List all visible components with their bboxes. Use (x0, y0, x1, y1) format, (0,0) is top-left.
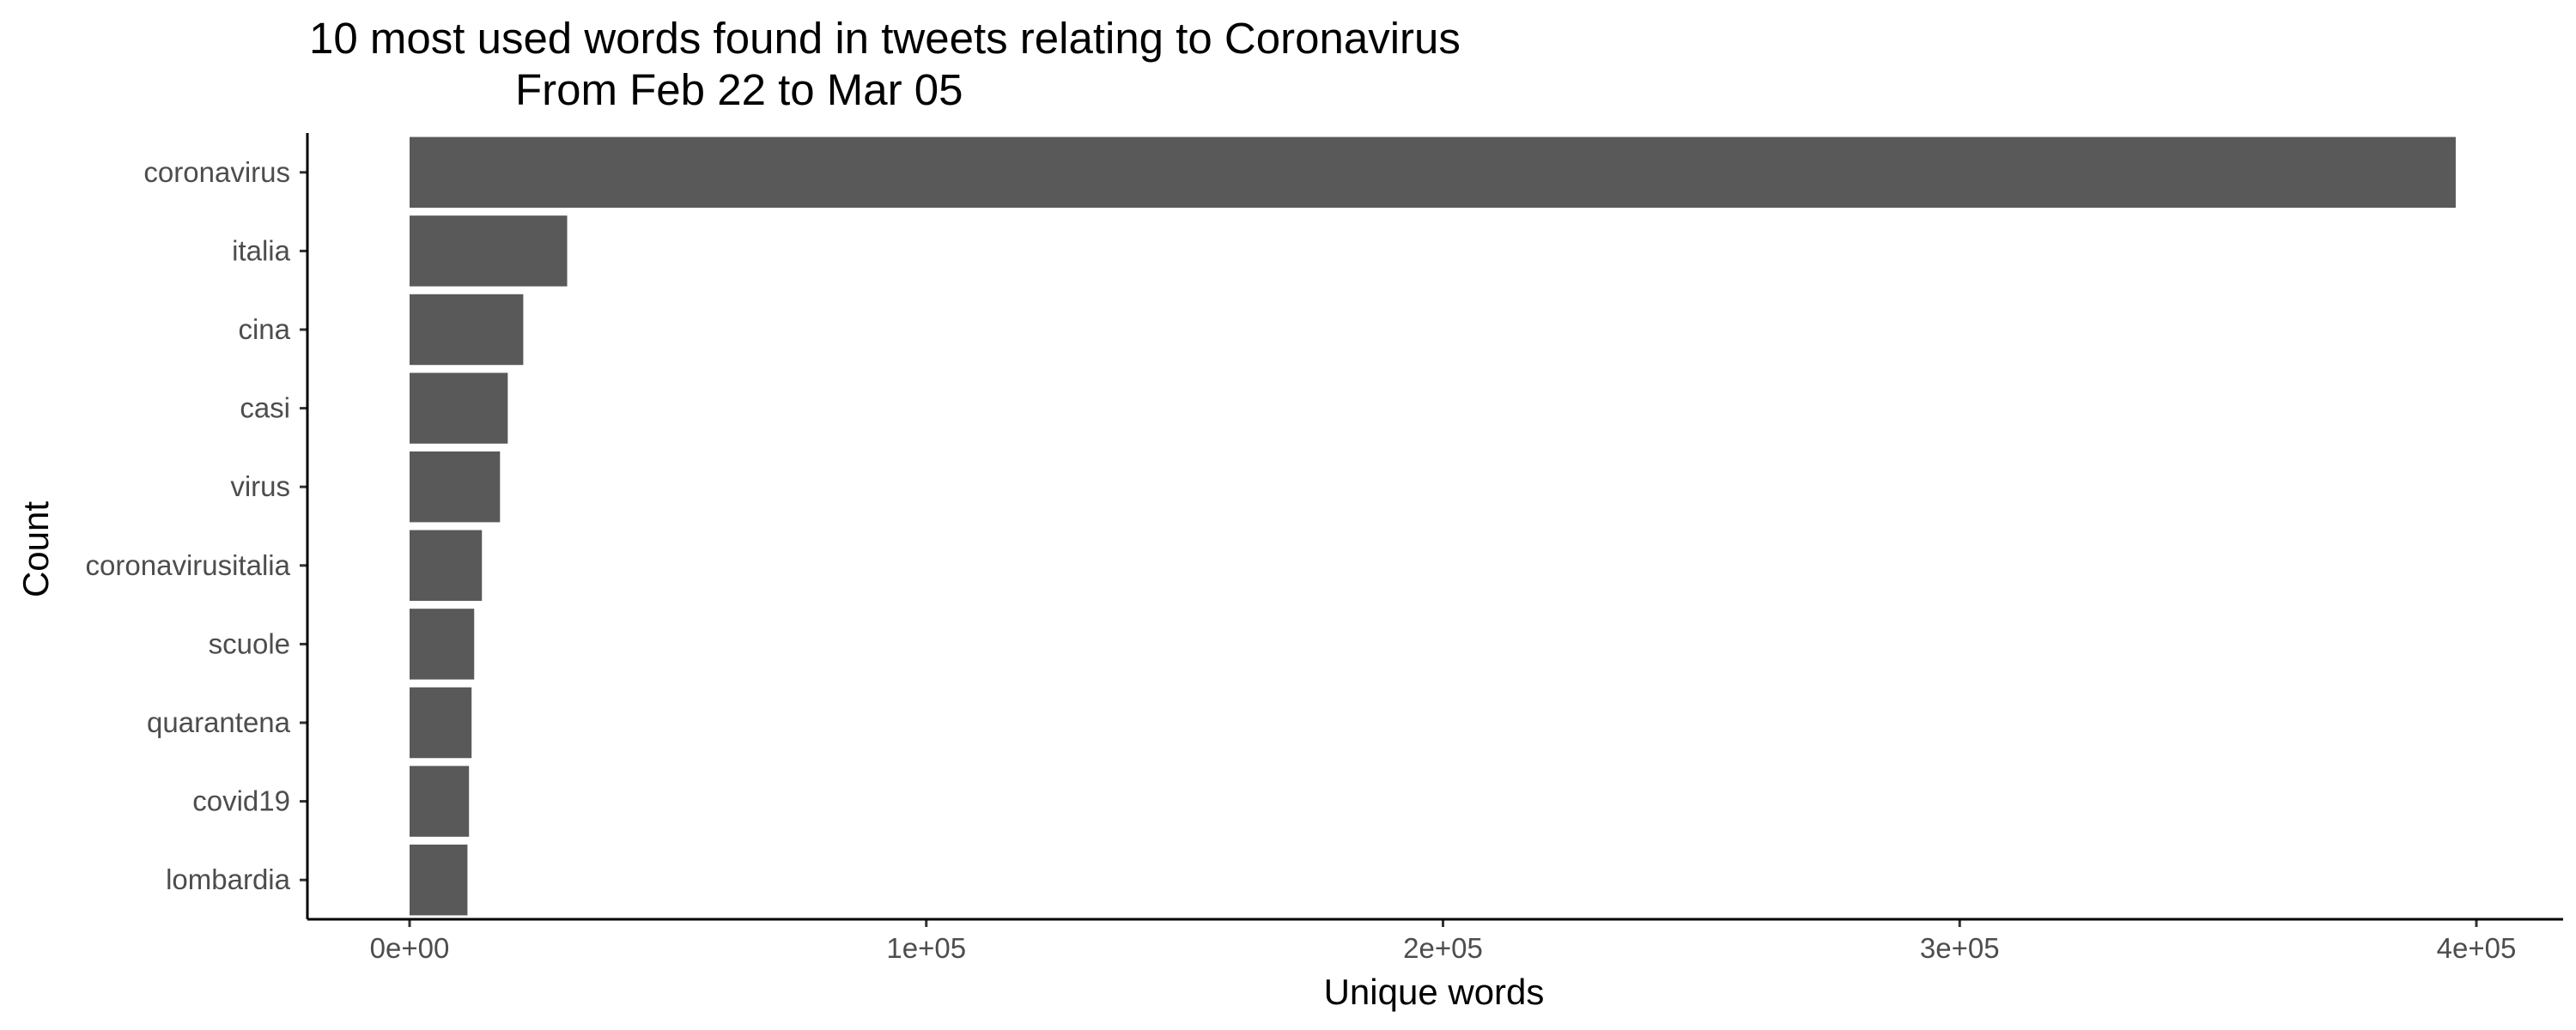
x-tick-label: 3e+05 (1920, 932, 2000, 964)
bar-virus (410, 451, 501, 523)
chart-title-line2: From Feb 22 to Mar 05 (515, 65, 963, 114)
y-axis-title: Count (15, 501, 56, 597)
y-tick-label: scuole (209, 627, 290, 659)
bar-lombardia (410, 844, 468, 916)
bar-casi (410, 373, 508, 444)
y-tick-label: virus (230, 470, 290, 502)
x-axis-ticks: 0e+00 1e+05 2e+05 3e+05 4e+05 (370, 919, 2517, 964)
bars-group (410, 136, 2456, 916)
bar-cina (410, 294, 524, 366)
x-tick-label: 1e+05 (886, 932, 966, 964)
x-tick-label: 2e+05 (1403, 932, 1483, 964)
y-tick-label: coronavirusitalia (86, 549, 291, 581)
y-tick-label: covid19 (192, 785, 290, 817)
bar-scuole (410, 609, 475, 680)
bar-covid19 (410, 766, 470, 837)
y-axis-ticks: coronavirusitaliacinacasiviruscoronaviru… (86, 156, 307, 895)
y-tick-label: coronavirus (143, 156, 290, 188)
x-axis-title: Unique words (1324, 972, 1545, 1012)
x-tick-label: 0e+00 (370, 932, 450, 964)
x-tick-label: 4e+05 (2437, 932, 2517, 964)
bar-quarantena (410, 687, 472, 759)
bar-coronavirusitalia (410, 530, 483, 602)
y-tick-label: casi (240, 392, 290, 424)
y-tick-label: lombardia (166, 863, 291, 895)
y-tick-label: quarantena (147, 706, 291, 738)
y-tick-label: cina (238, 313, 290, 345)
chart-title-line1: 10 most used words found in tweets relat… (309, 14, 1461, 63)
y-tick-label: italia (232, 234, 291, 266)
bar-coronavirus (410, 136, 2456, 209)
bar-italia (410, 215, 568, 287)
